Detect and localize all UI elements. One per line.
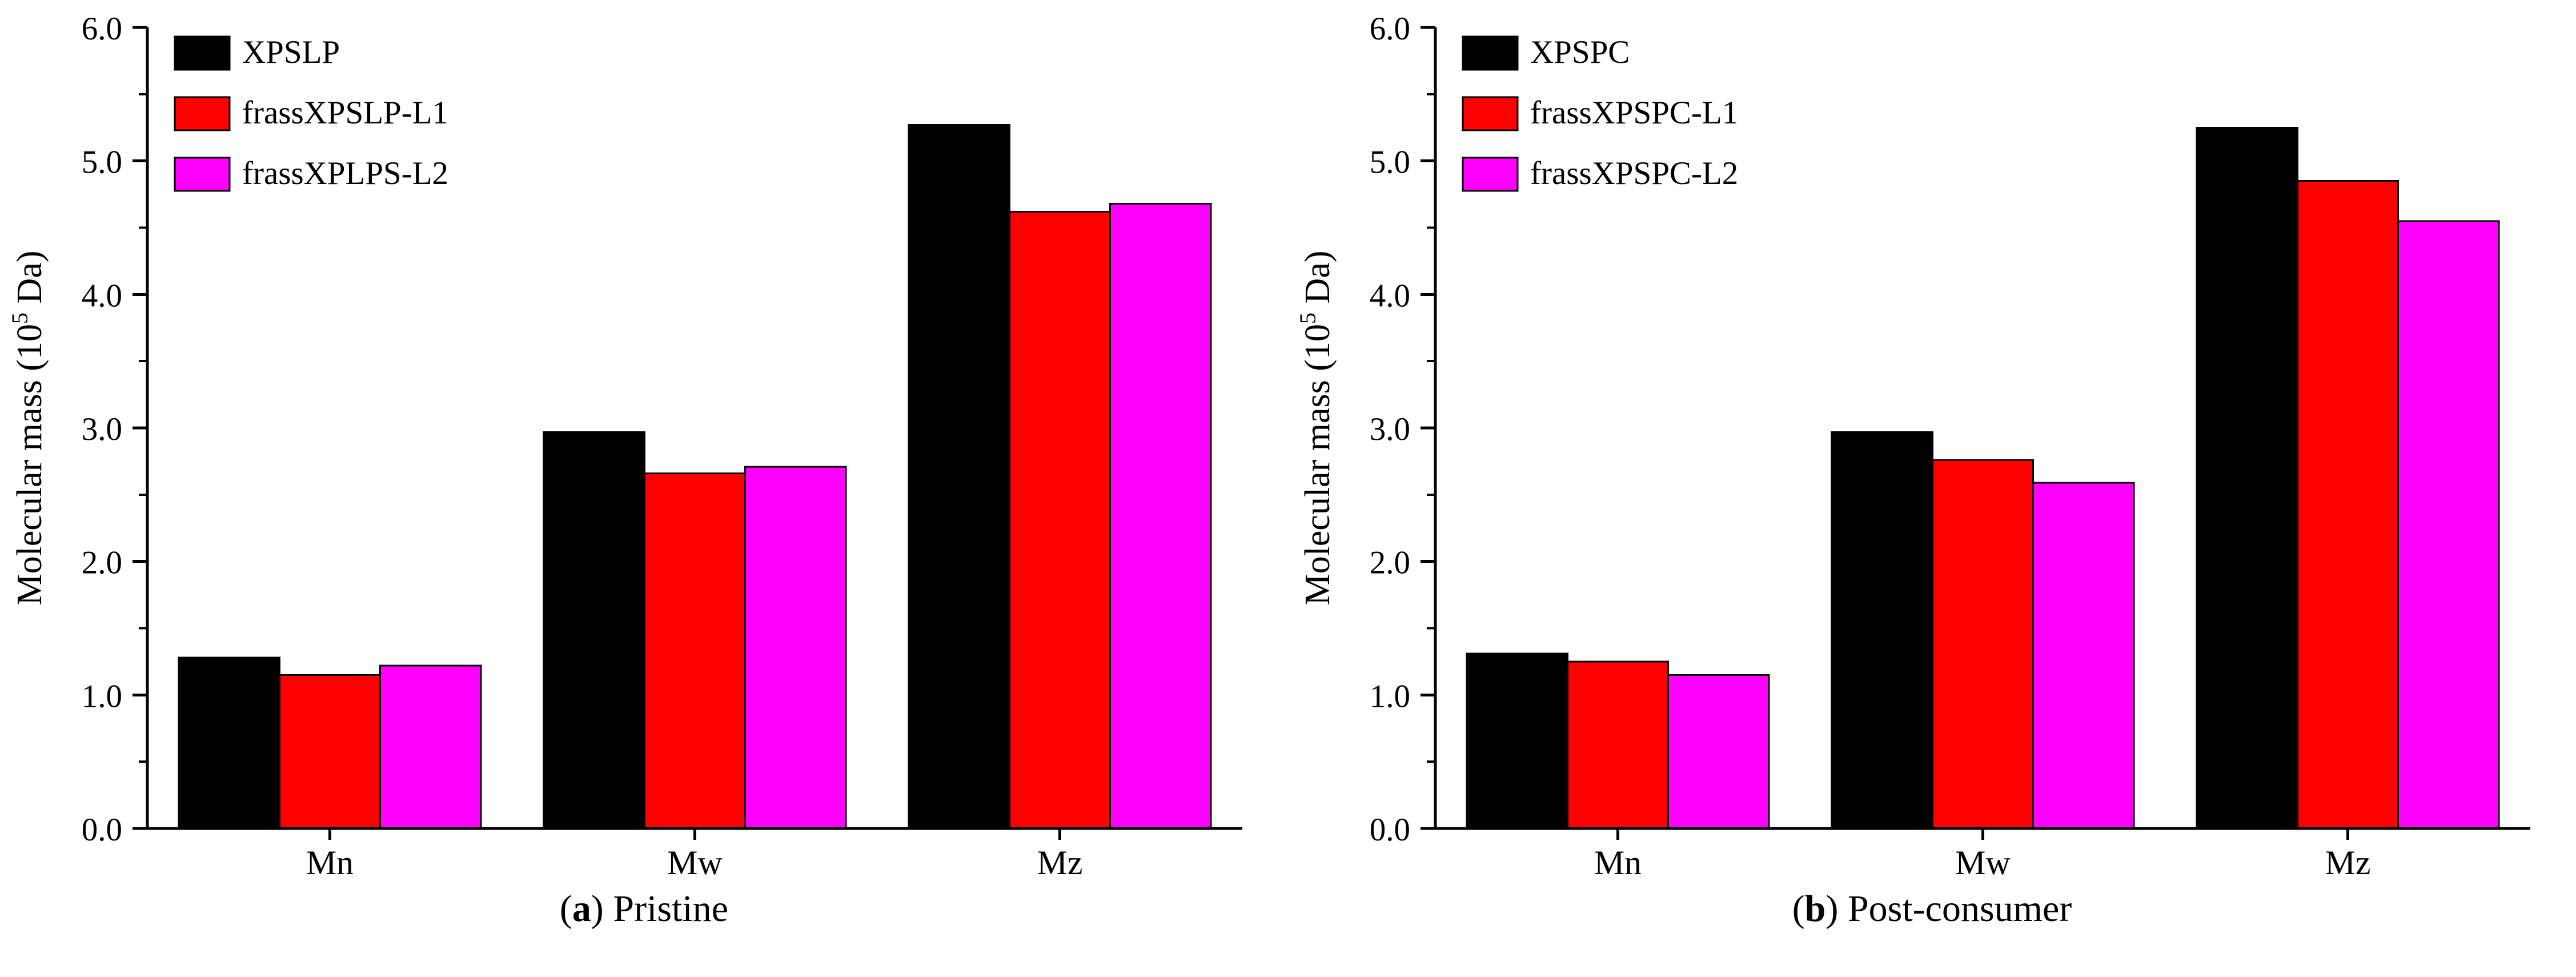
bar-Mz-XPSLP (908, 124, 1010, 830)
bar-Mz-XPSPC (2196, 126, 2298, 830)
caption-letter: a (572, 888, 591, 930)
y-tick-label: 4.0 (82, 278, 122, 314)
bar-chart-post-consumer: 0.0 1.0 2.0 3.0 4.0 5.0 6.0 Mn Mw Mz Molecular mas… (1288, 0, 2576, 882)
y-axis-title: Molecular mass (105 Da) (1295, 251, 1337, 606)
bar-Mw-frassXPSLP-L1 (643, 472, 747, 830)
y-tick-label: 0.0 (1370, 812, 1410, 848)
x-category-label: Mn (1594, 844, 1642, 877)
bar-Mz-frassXPSPC-L1 (2296, 180, 2400, 830)
y-axis-title: Molecular mass (105 Da) (7, 251, 49, 606)
bar-Mw-XPSLP (543, 431, 645, 830)
caption-close-paren: ) (1825, 888, 1839, 930)
y-tick-label: 6.0 (82, 11, 122, 47)
bar-Mn-frassXPLPS-L2 (379, 664, 482, 830)
y-tick-label: 5.0 (1370, 145, 1410, 181)
chart-canvas: 0.0 1.0 2.0 3.0 4.0 5.0 6.0 Mn Mw Mz Molecular mas… (1295, 11, 2530, 882)
y-tick-label: 1.0 (1370, 678, 1410, 714)
bars-group (178, 124, 1212, 830)
bar-Mz-frassXPLPS-L2 (1109, 202, 1212, 830)
y-tick-label: 2.0 (82, 545, 122, 581)
legend: XPSPC frassXPSPC-L1 frassXPSPC-L2 (1462, 34, 1738, 192)
legend-swatch-frassXPSPC-L1 (1462, 96, 1519, 131)
bar-Mw-frassXPLPS-L2 (744, 466, 847, 830)
x-category-label: Mz (2325, 844, 2371, 877)
x-category-label: Mn (306, 844, 354, 877)
bar-Mn-XPSLP (178, 656, 280, 830)
bar-Mw-XPSPC (1831, 431, 1933, 830)
legend-swatch-frassXPSPC-L2 (1462, 157, 1519, 192)
legend-label: XPSLP (242, 34, 340, 70)
y-tick-label: 3.0 (1370, 411, 1410, 447)
axes-group (1421, 26, 2530, 840)
bar-Mn-frassXPSLP-L1 (278, 674, 382, 830)
legend-swatch-XPSLP (174, 35, 231, 71)
x-category-label: Mz (1037, 844, 1083, 877)
y-tick-label: 1.0 (82, 678, 122, 714)
legend-label: frassXPSPC-L2 (1530, 155, 1738, 191)
legend-swatch-XPSPC (1462, 35, 1519, 71)
chart-caption-a: (a) Pristine (560, 887, 728, 931)
caption-open-paren: ( (1792, 888, 1805, 930)
caption-close-paren: ) (591, 888, 604, 930)
bar-Mz-frassXPSPC-L2 (2397, 220, 2500, 830)
y-tick-label: 0.0 (82, 812, 122, 848)
x-category-label: Mw (1955, 844, 2011, 877)
y-tick-label: 3.0 (82, 411, 122, 447)
legend: XPSLP frassXPSLP-L1 frassXPLPS-L2 (174, 34, 448, 192)
caption-text: Post-consumer (1847, 888, 2072, 930)
legend-label: frassXPLPS-L2 (242, 155, 448, 191)
y-tick-label: 4.0 (1370, 278, 1410, 314)
caption-text: Pristine (613, 888, 729, 930)
chart-caption-b: (b) Post-consumer (1792, 887, 2072, 931)
legend-swatch-frassXPSLP-L1 (174, 96, 231, 131)
legend-label: XPSPC (1530, 34, 1630, 70)
bar-Mn-frassXPSPC-L1 (1566, 660, 1670, 830)
chart-panel-a: 0.0 1.0 2.0 3.0 4.0 5.0 6.0 Mn Mw Mz Molecular mas… (0, 0, 1288, 931)
axes-group (133, 26, 1242, 840)
figure-row: 0.0 1.0 2.0 3.0 4.0 5.0 6.0 Mn Mw Mz Molecular mas… (0, 0, 2576, 931)
bar-Mn-frassXPSPC-L2 (1667, 674, 1770, 830)
legend-label: frassXPSPC-L1 (1530, 95, 1738, 131)
chart-canvas: 0.0 1.0 2.0 3.0 4.0 5.0 6.0 Mn Mw Mz Molecular mas… (7, 11, 1242, 882)
bar-chart-pristine: 0.0 1.0 2.0 3.0 4.0 5.0 6.0 Mn Mw Mz Molecular mas… (0, 0, 1288, 882)
y-tick-label: 2.0 (1370, 545, 1410, 581)
legend-swatch-frassXPLPS-L2 (174, 157, 231, 192)
caption-letter: b (1804, 888, 1826, 930)
bars-group (1466, 126, 2500, 830)
caption-open-paren: ( (559, 888, 572, 930)
legend-label: frassXPSLP-L1 (242, 95, 448, 131)
bar-Mn-XPSPC (1466, 652, 1568, 830)
bar-Mw-frassXPSPC-L1 (1931, 459, 2035, 830)
bar-Mz-frassXPSLP-L1 (1008, 211, 1112, 830)
chart-panel-b: 0.0 1.0 2.0 3.0 4.0 5.0 6.0 Mn Mw Mz Molecular mas… (1288, 0, 2576, 931)
y-tick-label: 6.0 (1370, 11, 1410, 47)
x-category-label: Mw (667, 844, 723, 877)
bar-Mw-frassXPSPC-L2 (2032, 482, 2135, 830)
y-tick-label: 5.0 (82, 145, 122, 181)
